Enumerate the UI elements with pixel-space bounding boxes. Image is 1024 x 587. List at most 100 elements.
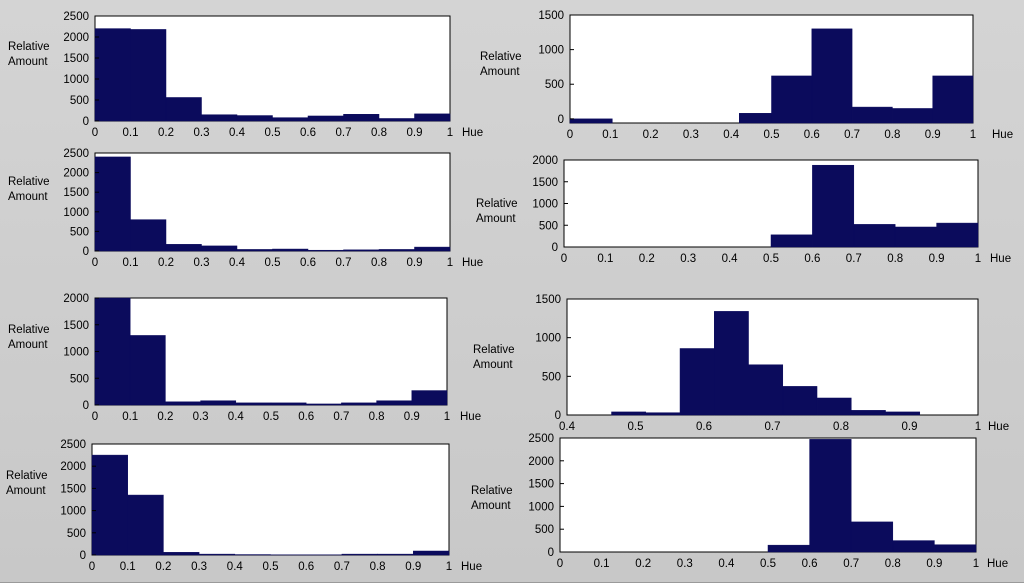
- histogram-bar: [201, 401, 236, 405]
- x-tick-label: 0.5: [265, 257, 281, 269]
- x-tick-label: 0.2: [643, 129, 659, 141]
- x-tick-label: 0.7: [844, 129, 860, 141]
- y-tick-label: 500: [542, 371, 561, 383]
- histogram-bar: [273, 118, 309, 121]
- histogram-bar: [306, 404, 341, 405]
- histogram-bar: [772, 76, 812, 123]
- histogram-bar: [852, 107, 892, 123]
- y-axis-title-line: Relative: [8, 324, 50, 336]
- y-tick-label: 0: [558, 114, 564, 126]
- histogram-bar: [95, 157, 131, 251]
- histogram-bar: [739, 113, 771, 123]
- x-tick-label: 0.9: [902, 421, 918, 433]
- y-axis-title-line: Relative: [480, 51, 522, 63]
- x-axis-title: Hue: [990, 253, 1011, 265]
- histogram-bar: [415, 247, 451, 251]
- histogram-bar: [771, 235, 812, 247]
- x-tick-label: 0.6: [696, 421, 712, 433]
- histogram-bar: [92, 455, 128, 555]
- y-tick-label: 1500: [60, 483, 86, 495]
- y-tick-label: 1500: [528, 479, 554, 491]
- y-tick-label: 2500: [60, 439, 86, 451]
- x-tick-label: 0: [89, 561, 95, 573]
- x-tick-label: 0.2: [635, 558, 651, 570]
- histogram-bar: [937, 223, 978, 247]
- histogram-bar: [892, 108, 932, 123]
- histogram-bar: [812, 29, 852, 123]
- histogram-bar: [379, 249, 415, 251]
- x-tick-label: 0.2: [639, 253, 655, 265]
- y-tick-label: 2000: [63, 293, 89, 305]
- y-tick-label: 500: [535, 524, 554, 536]
- x-tick-label: 0.7: [334, 561, 350, 573]
- x-tick-label: 0: [557, 558, 563, 570]
- y-axis-title-line: Relative: [473, 344, 515, 356]
- x-axis-title: Hue: [460, 411, 481, 423]
- histogram-bar: [130, 335, 165, 405]
- x-tick-label: 0.8: [370, 561, 386, 573]
- x-tick-label: 0.9: [405, 561, 421, 573]
- y-tick-label: 1000: [538, 45, 564, 57]
- histogram-bar: [886, 412, 920, 415]
- histogram-bar: [273, 249, 309, 251]
- x-tick-label: 1: [447, 257, 453, 269]
- x-tick-label: 0.1: [123, 127, 139, 139]
- y-tick-label: 1000: [528, 501, 554, 513]
- histogram-bar: [344, 250, 380, 251]
- x-tick-label: 0: [567, 129, 573, 141]
- histogram-bar: [163, 552, 199, 555]
- x-tick-label: 0.6: [300, 257, 316, 269]
- y-tick-label: 2000: [532, 155, 558, 167]
- histogram-bar: [378, 554, 414, 555]
- histogram-bar: [95, 298, 130, 405]
- histogram-bar: [342, 554, 378, 555]
- histogram-bar: [341, 403, 376, 405]
- y-tick-label: 2000: [60, 461, 86, 473]
- x-tick-label: 0.8: [887, 253, 903, 265]
- histogram-bar: [308, 116, 344, 121]
- x-tick-label: 0.3: [680, 253, 696, 265]
- x-tick-label: 0.8: [833, 421, 849, 433]
- y-tick-label: 1500: [63, 53, 89, 65]
- x-tick-label: 0.1: [120, 561, 136, 573]
- x-tick-label: 0.9: [407, 127, 423, 139]
- y-axis-title-line: Amount: [471, 500, 511, 512]
- y-tick-label: 1000: [532, 199, 558, 211]
- x-tick-label: 0.7: [846, 253, 862, 265]
- histogram-bar: [379, 118, 415, 121]
- y-axis-title-line: Relative: [8, 176, 50, 188]
- histogram-bar: [934, 545, 976, 552]
- x-tick-label: 1: [975, 421, 981, 433]
- histogram-bar: [128, 495, 164, 555]
- x-tick-label: 0: [561, 253, 567, 265]
- x-tick-label: 0.1: [602, 129, 618, 141]
- histogram-bar: [893, 541, 935, 552]
- y-tick-label: 2000: [63, 168, 89, 180]
- x-tick-label: 0.2: [155, 561, 171, 573]
- x-tick-label: 0: [92, 127, 98, 139]
- y-axis-title-line: Amount: [8, 339, 48, 351]
- x-tick-label: 0.5: [628, 421, 644, 433]
- histogram-bar: [377, 401, 412, 405]
- x-tick-label: 0.7: [336, 127, 352, 139]
- x-tick-label: 0.5: [263, 561, 279, 573]
- histogram-bar: [817, 398, 851, 415]
- histogram-bar: [202, 115, 238, 121]
- x-tick-label: 0: [92, 411, 98, 423]
- histogram-bar: [237, 249, 273, 251]
- x-tick-label: 0.4: [229, 257, 246, 269]
- histogram-bar: [783, 386, 817, 415]
- x-tick-label: 0.8: [885, 558, 901, 570]
- y-axis-title-line: Amount: [473, 359, 513, 371]
- x-tick-label: 1: [446, 561, 452, 573]
- x-tick-label: 0.8: [371, 127, 387, 139]
- x-tick-label: 0.4: [718, 558, 735, 570]
- histogram-bar: [412, 391, 447, 405]
- x-axis-title: Hue: [987, 558, 1008, 570]
- x-tick-label: 0.4: [722, 253, 739, 265]
- y-axis-title-line: Amount: [6, 485, 46, 497]
